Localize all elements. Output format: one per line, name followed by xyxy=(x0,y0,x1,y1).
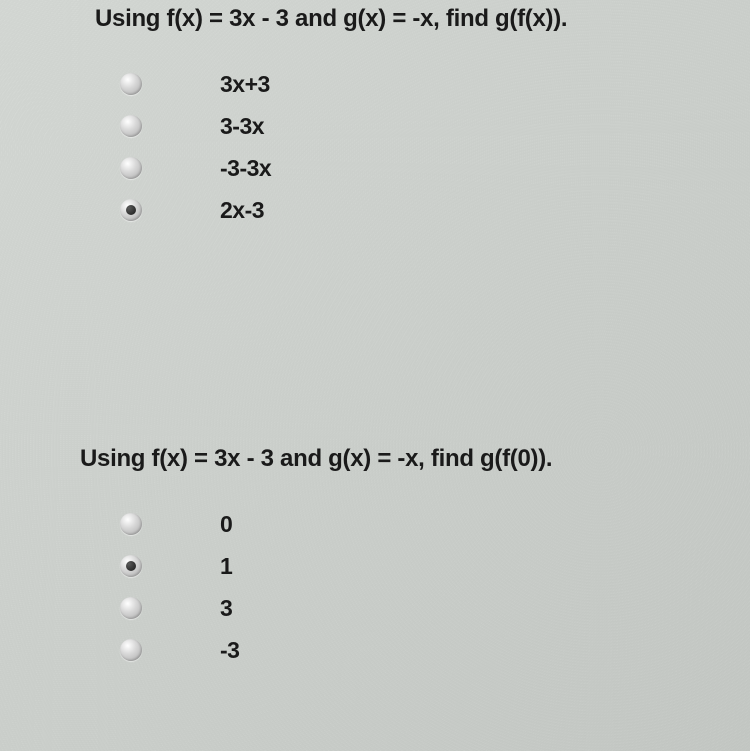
option-label: 3x+3 xyxy=(220,71,270,98)
radio-button[interactable] xyxy=(120,597,142,619)
option-row[interactable]: 2x-3 xyxy=(120,189,750,231)
radio-button[interactable] xyxy=(120,513,142,535)
option-label: 1 xyxy=(220,553,232,580)
question-1-options: 3x+3 3-3x -3-3x 2x-3 xyxy=(0,63,750,231)
option-row[interactable]: -3-3x xyxy=(120,147,750,189)
option-row[interactable]: 1 xyxy=(120,545,750,587)
option-row[interactable]: 0 xyxy=(120,503,750,545)
option-label: 0 xyxy=(220,511,232,538)
question-2-options: 0 1 3 -3 xyxy=(0,503,750,671)
option-row[interactable]: 3-3x xyxy=(120,105,750,147)
option-row[interactable]: 3 xyxy=(120,587,750,629)
radio-button[interactable] xyxy=(120,115,142,137)
question-1-prompt: Using f(x) = 3x - 3 and g(x) = -x, find … xyxy=(0,0,750,33)
radio-button[interactable] xyxy=(120,555,142,577)
question-1: Using f(x) = 3x - 3 and g(x) = -x, find … xyxy=(0,0,750,231)
question-2: Using f(x) = 3x - 3 and g(x) = -x, find … xyxy=(0,440,750,671)
radio-button[interactable] xyxy=(120,73,142,95)
option-label: 3 xyxy=(220,595,232,622)
option-label: -3 xyxy=(220,637,239,664)
radio-button[interactable] xyxy=(120,157,142,179)
question-2-prompt: Using f(x) = 3x - 3 and g(x) = -x, find … xyxy=(0,440,750,473)
option-label: 2x-3 xyxy=(220,197,264,224)
radio-button[interactable] xyxy=(120,639,142,661)
radio-button[interactable] xyxy=(120,199,142,221)
option-label: 3-3x xyxy=(220,113,264,140)
option-row[interactable]: -3 xyxy=(120,629,750,671)
option-row[interactable]: 3x+3 xyxy=(120,63,750,105)
option-label: -3-3x xyxy=(220,155,271,182)
